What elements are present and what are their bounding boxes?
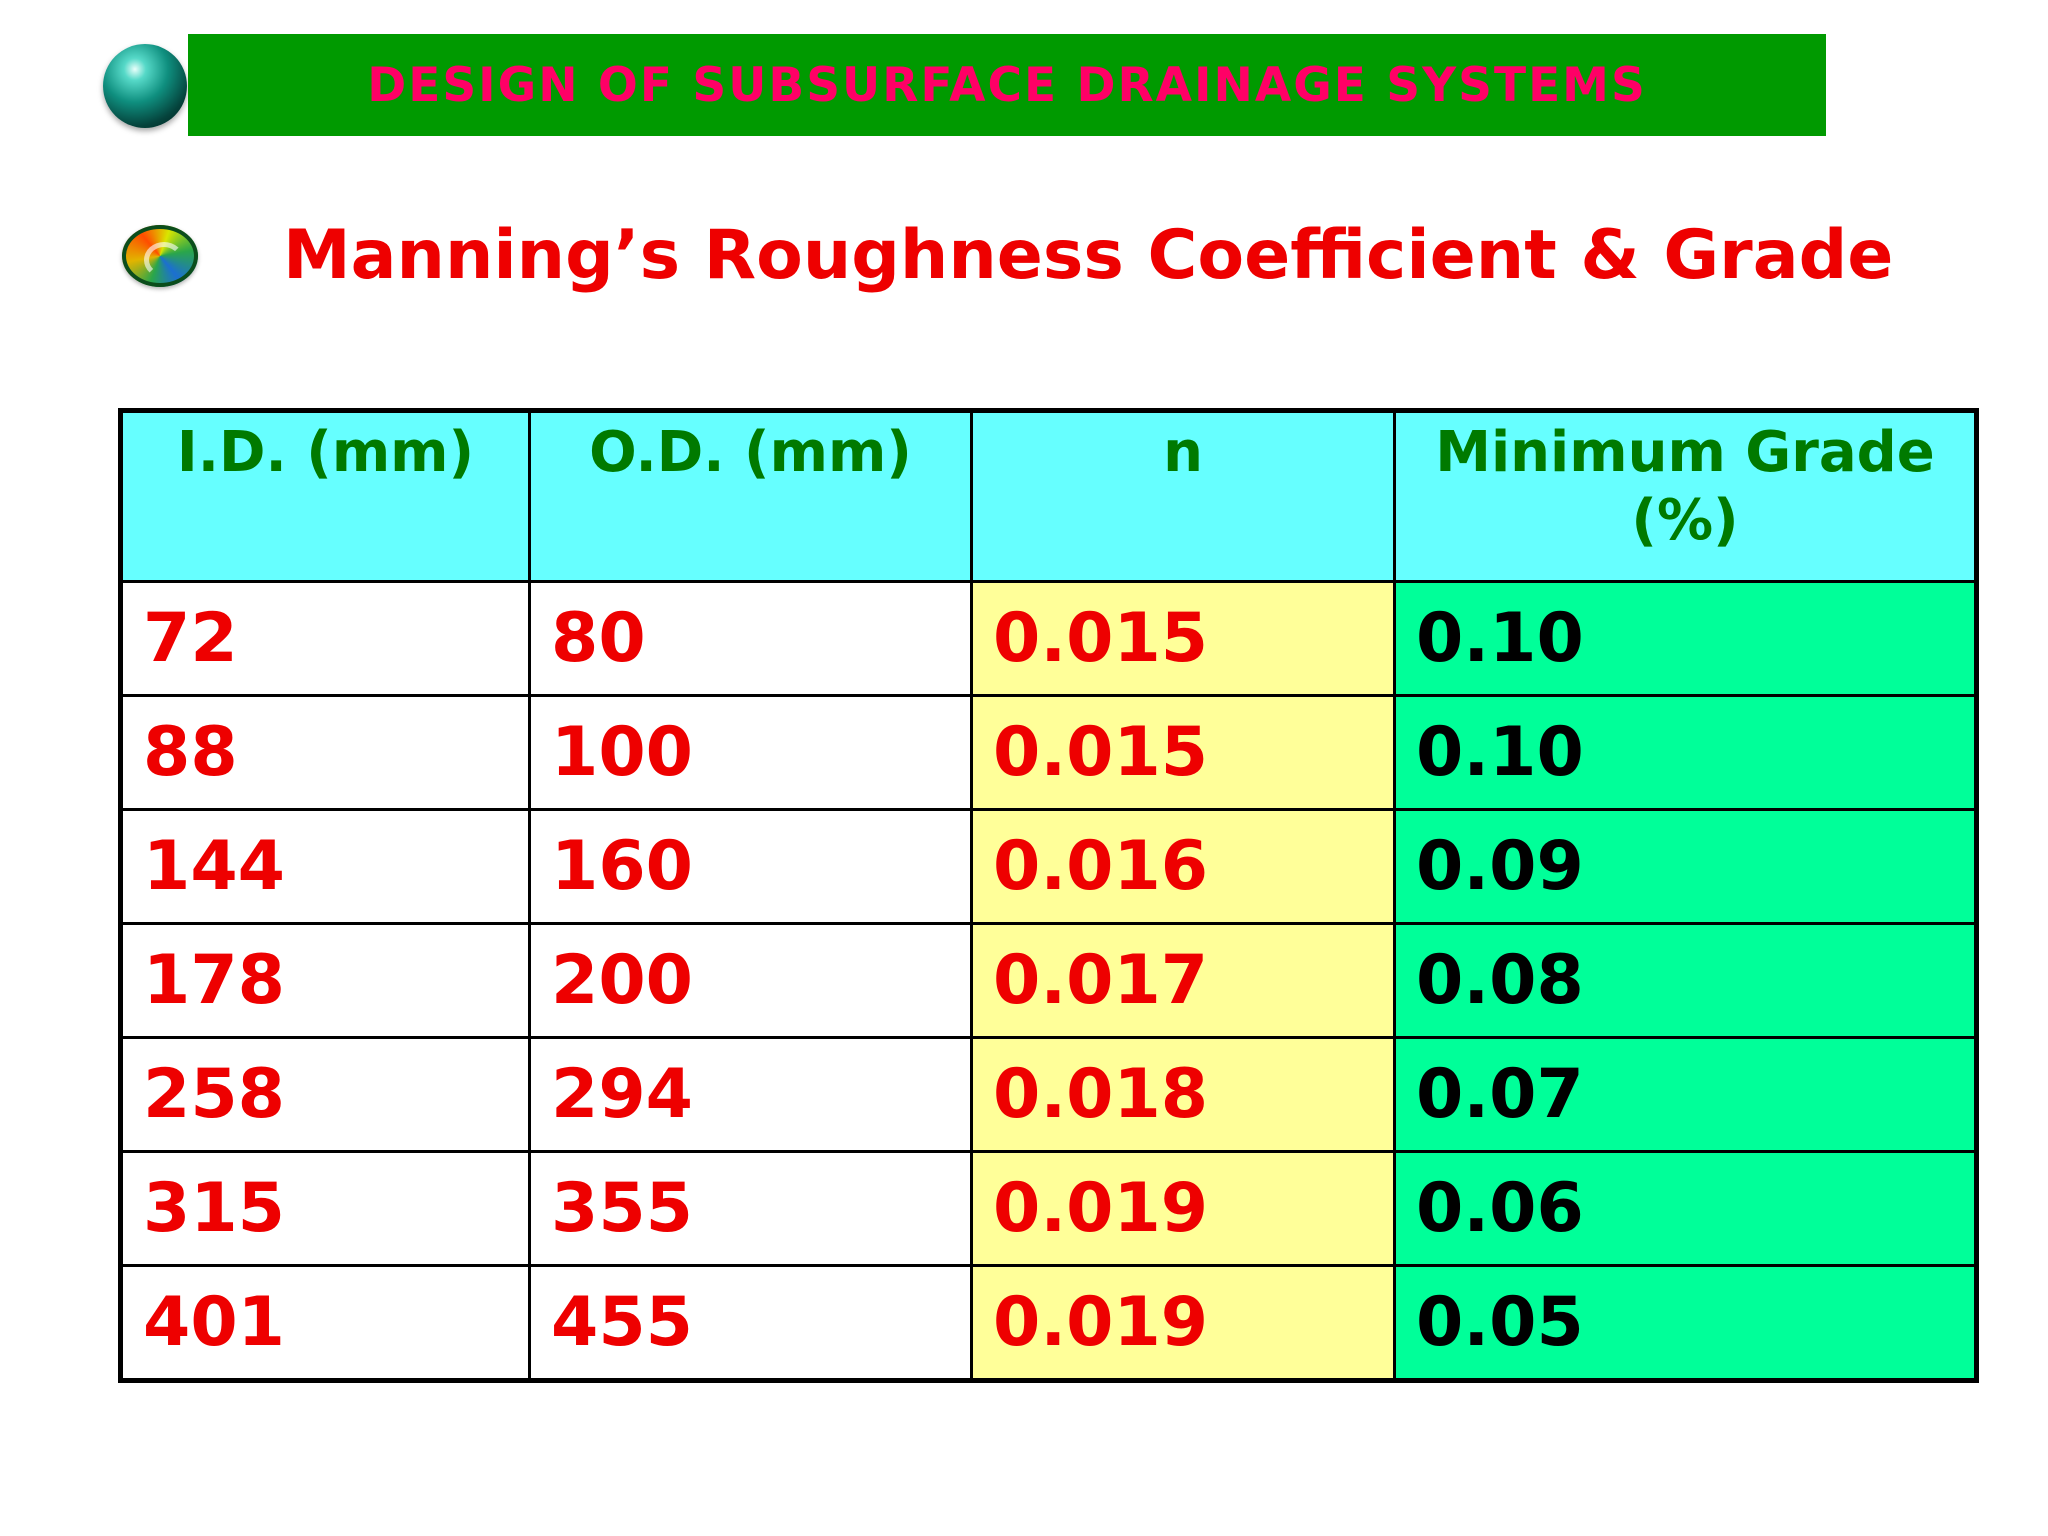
cell-id: 315 [119,1150,531,1267]
cell-grade: 0.06 [1393,1150,1978,1267]
cell-grade: 0.09 [1393,808,1978,925]
cell-grade: 0.10 [1393,694,1978,811]
cell-od: 355 [528,1150,973,1267]
cell-id: 144 [119,808,531,925]
cell-grade: 0.08 [1393,922,1978,1039]
cell-id: 401 [119,1264,531,1382]
teal-orb-icon [103,44,187,128]
cell-n: 0.015 [970,694,1396,811]
cell-n: 0.017 [970,922,1396,1039]
cell-id: 88 [119,694,531,811]
slide-heading: Manning’s Roughness Coefficient & Grade [283,216,1894,295]
cell-grade: 0.07 [1393,1036,1978,1153]
table-row: 315 355 0.019 0.06 [119,1150,1978,1267]
table-row: 72 80 0.015 0.10 [119,580,1978,697]
cell-n: 0.018 [970,1036,1396,1153]
cell-n: 0.016 [970,808,1396,925]
header-min-grade: Minimum Grade (%) [1393,409,1978,583]
cell-id: 258 [119,1036,531,1153]
table-row: 144 160 0.016 0.09 [119,808,1978,925]
cell-od: 100 [528,694,973,811]
banner-title: DESIGN OF SUBSURFACE DRAINAGE SYSTEMS [367,57,1647,113]
header-n: n [970,409,1396,583]
header-od: O.D. (mm) [528,409,973,583]
table-row: 401 455 0.019 0.05 [119,1264,1978,1382]
table-header-row: I.D. (mm) O.D. (mm) n Minimum Grade (%) [119,409,1978,583]
table-row: 178 200 0.017 0.08 [119,922,1978,1039]
cell-od: 80 [528,580,973,697]
cell-id: 72 [119,580,531,697]
cell-od: 455 [528,1264,973,1382]
cell-od: 294 [528,1036,973,1153]
swirl-bullet-icon [122,225,198,287]
header-id: I.D. (mm) [119,409,531,583]
cell-od: 200 [528,922,973,1039]
title-banner: DESIGN OF SUBSURFACE DRAINAGE SYSTEMS [188,34,1826,136]
table-row: 88 100 0.015 0.10 [119,694,1978,811]
table-row: 258 294 0.018 0.07 [119,1036,1978,1153]
cell-id: 178 [119,922,531,1039]
cell-n: 0.019 [970,1150,1396,1267]
cell-od: 160 [528,808,973,925]
manning-table: I.D. (mm) O.D. (mm) n Minimum Grade (%) … [118,408,1979,1383]
cell-grade: 0.10 [1393,580,1978,697]
cell-n: 0.019 [970,1264,1396,1382]
cell-grade: 0.05 [1393,1264,1978,1382]
cell-n: 0.015 [970,580,1396,697]
